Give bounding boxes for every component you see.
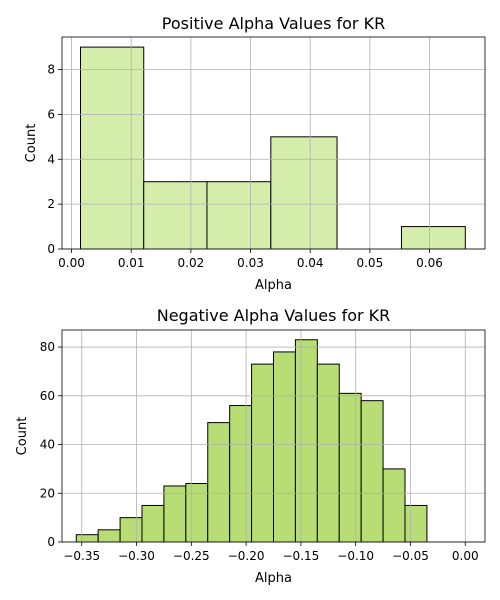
y-tick-label-4: 80	[40, 340, 55, 354]
y-axis-label: Count	[24, 124, 39, 163]
histogram-bar-0	[79, 46, 145, 250]
histogram-bar-8	[251, 363, 274, 543]
y-tick-label-1: 20	[40, 486, 55, 500]
histogram-bar-15	[404, 504, 428, 543]
x-tick-label-4: −0.15	[283, 549, 320, 563]
x-tick-label-0: 0.00	[58, 256, 85, 270]
histogram-bar-2	[206, 181, 272, 250]
y-tick-label-3: 60	[40, 389, 55, 403]
y-tick-label-0: 0	[47, 535, 55, 549]
x-tick-label-4: 0.04	[297, 256, 324, 270]
histogram-bar-0	[75, 534, 99, 543]
histogram-bar-10	[294, 339, 318, 543]
y-tick-label-0: 0	[47, 242, 55, 256]
histogram-bar-14	[382, 468, 406, 543]
x-tick-label-1: −0.30	[118, 549, 155, 563]
x-tick-label-0: −0.35	[63, 549, 100, 563]
chart-title: Positive Alpha Values for KR	[162, 14, 385, 33]
y-axis-label: Count	[15, 417, 30, 456]
histogram-bar-2	[119, 517, 143, 543]
x-tick-label-3: −0.20	[228, 549, 265, 563]
y-tick-label-1: 2	[47, 197, 55, 211]
histogram-bar-7	[229, 405, 253, 543]
histogram-bar-1	[97, 529, 121, 543]
histogram-bar-11	[316, 363, 340, 543]
histogram-bar-5	[400, 226, 466, 250]
x-tick-label-6: 0.06	[416, 256, 443, 270]
x-tick-label-6: −0.05	[392, 549, 429, 563]
y-tick-label-3: 6	[47, 107, 55, 121]
histogram-bar-12	[338, 392, 362, 543]
chart-title: Negative Alpha Values for KR	[157, 306, 391, 325]
y-tick-label-2: 40	[40, 438, 55, 452]
x-tick-label-5: −0.10	[337, 549, 374, 563]
plot-frame	[61, 329, 486, 543]
histogram-bar-5	[185, 483, 209, 543]
histogram-bar-1	[143, 181, 208, 250]
y-tick-label-2: 4	[47, 152, 55, 166]
x-tick-label-1: 0.01	[118, 256, 145, 270]
x-tick-label-7: 0.00	[452, 549, 479, 563]
histogram-bar-4	[163, 485, 187, 543]
histogram-bar-3	[270, 136, 338, 250]
negative-alpha-panel: −0.35 −0.30 −0.25 −0.20 −0.15 −0.10 −0.05 0.00 0…	[15, 306, 486, 586]
x-axis-label: Alpha	[255, 278, 292, 293]
histogram-bar-9	[273, 351, 296, 543]
x-tick-label-2: −0.25	[173, 549, 210, 563]
x-axis-label: Alpha	[255, 571, 292, 586]
plot-frame	[61, 36, 486, 250]
x-tick-label-3: 0.03	[237, 256, 264, 270]
positive-alpha-panel: 0.00 0.01 0.02 0.03 0.04 0.05 0.06 0 2 4 6 8 Positiv…	[24, 14, 486, 293]
y-tick-label-4: 8	[47, 63, 55, 77]
histogram-bar-13	[360, 400, 384, 543]
x-tick-label-5: 0.05	[356, 256, 383, 270]
x-tick-label-2: 0.02	[178, 256, 205, 270]
histogram-bar-3	[141, 504, 165, 543]
histogram-bar-6	[207, 422, 231, 543]
